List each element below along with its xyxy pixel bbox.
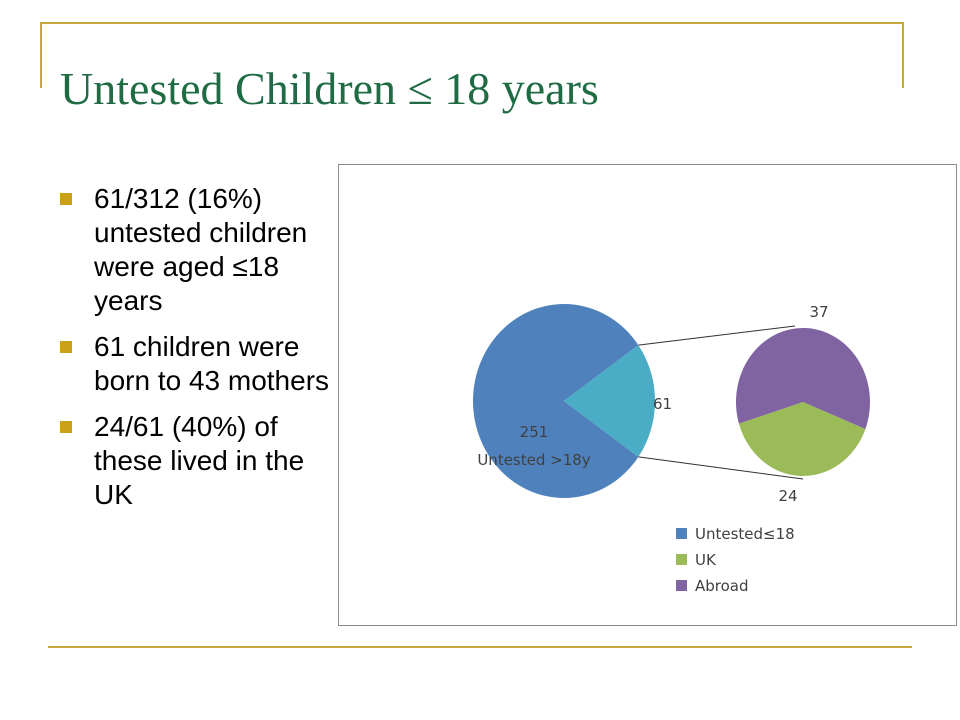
category-label-untested-over-18: Untested >18y	[477, 451, 590, 469]
legend-swatch	[676, 528, 687, 539]
bullet-square-icon	[60, 421, 72, 433]
bullet-list: 61/312 (16%) untested children were aged…	[60, 182, 332, 524]
legend-label: UK	[695, 551, 717, 569]
bullet-text: 61 children were born to 43 mothers	[94, 331, 330, 396]
left-border-rule	[40, 22, 42, 88]
pie-slice-abroad	[736, 328, 870, 429]
data-label-24: 24	[778, 487, 797, 505]
legend-label: Abroad	[695, 577, 749, 595]
pie-slice-untested-over-18	[473, 304, 639, 498]
pie-of-pie-chart: 251 Untested >18y 61 37 24 Untested≤18 UK Abroa…	[473, 303, 870, 595]
bullet-square-icon	[60, 193, 72, 205]
legend-swatch	[676, 580, 687, 591]
bullet-item: 24/61 (40%) of these lived in the UK	[60, 410, 332, 512]
slide-title: Untested Children ≤ 18 years	[60, 63, 599, 114]
data-label-37: 37	[809, 303, 828, 321]
pie-slice-uk	[738, 402, 866, 477]
data-label-61: 61	[653, 395, 672, 413]
bullet-text: 24/61 (40%) of these lived in the UK	[94, 411, 305, 510]
connector-line-bottom	[638, 456, 804, 480]
connector-line-top	[638, 325, 796, 346]
data-label-251: 251	[520, 423, 549, 441]
bullet-item: 61/312 (16%) untested children were aged…	[60, 182, 332, 318]
top-border-rule	[40, 22, 904, 24]
bottom-border-rule	[48, 646, 912, 648]
legend-label: Untested≤18	[695, 525, 795, 543]
legend-swatch	[676, 554, 687, 565]
bullet-text: 61/312 (16%) untested children were aged…	[94, 183, 308, 316]
bullet-square-icon	[60, 341, 72, 353]
bullet-item: 61 children were born to 43 mothers	[60, 330, 332, 398]
right-border-rule	[902, 22, 904, 88]
chart-area: 251 Untested >18y 61 37 24 Untested≤18 UK Abroa…	[338, 164, 957, 626]
pie-slice-untested-under-18	[564, 345, 655, 457]
